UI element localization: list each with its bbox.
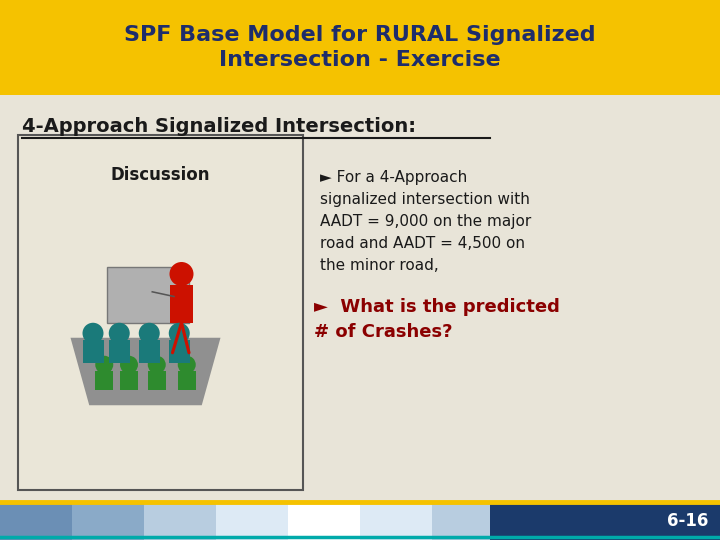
Bar — [216, 502, 288, 540]
Bar — [144, 502, 216, 540]
Text: the minor road,: the minor road, — [320, 258, 438, 273]
Bar — [432, 502, 504, 540]
Text: 6-16: 6-16 — [667, 512, 708, 530]
Bar — [107, 267, 189, 323]
Bar — [0, 502, 72, 540]
Text: Discussion: Discussion — [111, 166, 210, 184]
Circle shape — [168, 323, 190, 344]
Bar — [109, 340, 130, 362]
Circle shape — [139, 323, 160, 344]
Bar — [178, 371, 196, 390]
Circle shape — [120, 356, 138, 374]
Text: ►  What is the predicted
# of Crashes?: ► What is the predicted # of Crashes? — [314, 298, 560, 341]
Circle shape — [178, 356, 196, 374]
Bar — [504, 502, 576, 540]
Bar — [490, 502, 720, 540]
Circle shape — [148, 356, 166, 374]
Bar — [170, 285, 193, 323]
Bar — [360, 502, 432, 540]
Text: signalized intersection with: signalized intersection with — [320, 192, 530, 207]
Bar — [72, 502, 144, 540]
Text: road and AADT = 4,500 on: road and AADT = 4,500 on — [320, 236, 525, 251]
Bar — [0, 0, 720, 95]
Bar — [120, 371, 138, 390]
Bar — [95, 371, 113, 390]
Text: AADT = 9,000 on the major: AADT = 9,000 on the major — [320, 214, 531, 229]
Bar — [18, 135, 303, 490]
Bar — [139, 340, 160, 362]
Bar — [148, 371, 166, 390]
Text: ► For a 4-Approach: ► For a 4-Approach — [320, 170, 467, 185]
Circle shape — [95, 356, 113, 374]
Bar — [288, 502, 360, 540]
Text: 4-Approach Signalized Intersection:: 4-Approach Signalized Intersection: — [22, 118, 416, 137]
Bar — [576, 502, 648, 540]
Polygon shape — [71, 338, 220, 405]
Bar — [168, 340, 190, 362]
Text: SPF Base Model for RURAL Signalized
Intersection - Exercise: SPF Base Model for RURAL Signalized Inte… — [124, 25, 596, 70]
Circle shape — [169, 262, 194, 286]
Bar — [648, 502, 720, 540]
Circle shape — [83, 323, 104, 344]
Circle shape — [109, 323, 130, 344]
Bar — [83, 340, 104, 362]
